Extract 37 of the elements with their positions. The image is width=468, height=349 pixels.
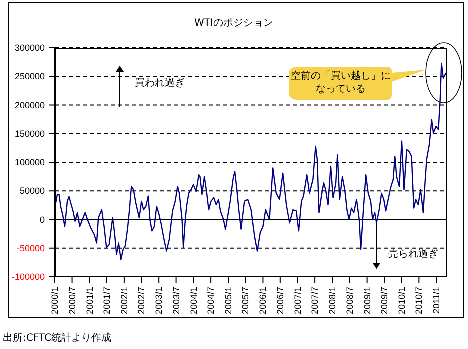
- annotation: 空前の「買い越し」になっている: [290, 70, 392, 96]
- x-tick-label: 2005/7: [240, 287, 251, 315]
- annotation: 売られ過ぎ: [388, 248, 439, 262]
- y-tick-label: -50000: [16, 243, 45, 254]
- x-tick-label: 2003/7: [171, 287, 182, 315]
- y-tick-label: 300000: [14, 43, 45, 53]
- y-tick-label: 50000: [20, 186, 45, 196]
- x-tick-label: 2000/7: [67, 287, 78, 315]
- chart-title: WTIのポジション: [194, 17, 274, 30]
- x-tick-label: 2004/1: [188, 287, 199, 315]
- x-tick-label: 2010/1: [396, 287, 407, 315]
- x-tick-label: 2009/1: [362, 287, 372, 315]
- x-tick-label: 2009/7: [380, 287, 390, 315]
- y-tick-label: 200000: [14, 100, 45, 110]
- x-tick-label: 2000/1: [50, 287, 60, 315]
- x-tick-label: 2011/1: [432, 287, 442, 314]
- x-tick-label: 2008/7: [344, 287, 355, 315]
- y-tick-label: 0: [40, 214, 45, 225]
- x-tick-label: 2001/7: [102, 287, 112, 315]
- x-tick-label: 2003/1: [154, 287, 164, 315]
- annotation: 買われ過ぎ: [135, 77, 185, 90]
- y-tick-label: 100000: [14, 158, 45, 168]
- x-tick-label: 2005/1: [224, 287, 234, 315]
- x-tick-label: 2002/7: [136, 287, 147, 315]
- x-tick-label: 2001/1: [84, 287, 95, 315]
- x-tick-label: 2008/1: [328, 287, 338, 315]
- x-tick-label: 2007/7: [310, 287, 320, 315]
- text: 出所:CFTC統計より作成: [3, 332, 112, 345]
- x-tick-label: 2004/7: [206, 287, 216, 315]
- x-tick-label: 2006/1: [258, 287, 268, 315]
- x-tick-label: 2010/7: [414, 287, 424, 315]
- y-tick-label: 250000: [14, 72, 45, 82]
- x-tick-label: 2002/1: [119, 287, 130, 315]
- x-tick-label: 2007/1: [292, 287, 303, 315]
- y-tick-label: 150000: [14, 128, 45, 139]
- y-tick-label: -100000: [12, 272, 45, 282]
- x-tick-label: 2006/7: [275, 287, 286, 315]
